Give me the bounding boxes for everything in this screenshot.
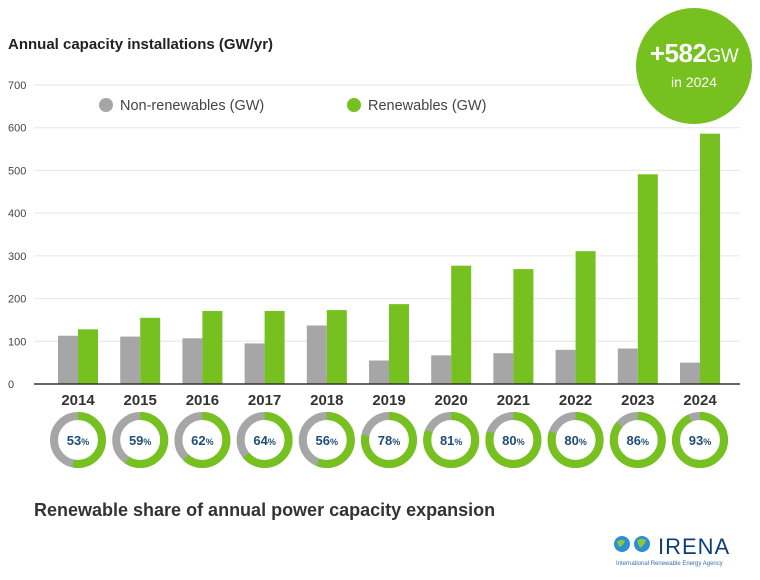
legend-marker <box>99 98 113 112</box>
nonrenewable-bar <box>120 336 141 384</box>
renewable-bar <box>264 310 285 384</box>
share-title: Renewable share of annual power capacity… <box>34 500 496 520</box>
nonrenewable-bar <box>306 325 327 384</box>
renewable-bar <box>140 317 161 384</box>
donut-renewable-arc <box>50 412 106 468</box>
renewable-bar <box>78 329 98 384</box>
legend-label: Renewables (GW) <box>368 98 486 114</box>
irena-logo-text: IRENA <box>658 534 731 559</box>
y-tick-label: 500 <box>8 165 26 177</box>
y-tick-label: 0 <box>8 379 14 391</box>
share-value: 80 <box>502 433 516 448</box>
share-unit: % <box>454 437 462 447</box>
nonrenewable-bar <box>680 362 700 384</box>
share-value: 64 <box>253 433 268 448</box>
x-tick-label: 2023 <box>621 392 654 409</box>
badge-value: +582 <box>649 38 707 68</box>
y-tick-label: 300 <box>8 251 26 263</box>
irena-logo-subtitle: International Renewable Energy Agency <box>616 561 723 567</box>
share-unit: % <box>579 437 587 447</box>
x-tick-label: 2014 <box>61 392 95 409</box>
x-tick-label: 2017 <box>248 392 281 409</box>
donut-share-label: 59% <box>129 433 151 448</box>
y-tick-label: 200 <box>8 294 26 306</box>
donut-renewable-arc <box>423 412 480 468</box>
nonrenewable-bar <box>244 343 265 384</box>
share-unit: % <box>703 437 711 447</box>
badge-unit: GW <box>706 46 739 67</box>
badge-subtitle: in 2024 <box>671 74 717 90</box>
total-2024-badge: +582GW in 2024 <box>636 8 752 124</box>
donut-renewable-arc <box>298 412 355 468</box>
donut-renewable-arc <box>672 412 728 468</box>
share-unit: % <box>641 437 649 447</box>
y-tick-label: 700 <box>8 80 26 92</box>
share-value: 59 <box>129 433 143 448</box>
y-tick-label: 100 <box>8 336 26 348</box>
donut-share-label: 80% <box>564 433 586 448</box>
share-value: 53 <box>67 433 81 448</box>
legend-marker <box>347 98 361 112</box>
donut-renewable-arc <box>361 412 417 468</box>
share-unit: % <box>81 437 89 447</box>
nonrenewable-bar <box>493 353 514 384</box>
legend-label: Non-renewables (GW) <box>120 98 264 114</box>
nonrenewable-bar <box>58 335 78 384</box>
x-tick-label: 2020 <box>435 392 468 409</box>
share-unit: % <box>392 437 400 447</box>
share-value: 56 <box>316 433 330 448</box>
donut-renewable-arc <box>609 412 666 468</box>
chart-title: Annual capacity installations (GW/yr) <box>8 36 274 53</box>
renewable-bar <box>700 133 720 384</box>
renewable-bar <box>575 251 596 384</box>
donut-share-label: 78% <box>378 433 400 448</box>
renewable-bar <box>389 304 409 384</box>
nonrenewable-bar <box>555 349 576 384</box>
share-value: 78 <box>378 433 392 448</box>
share-unit: % <box>330 437 338 447</box>
share-unit: % <box>517 437 525 447</box>
donut-renewable-arc <box>112 412 169 468</box>
y-tick-label: 400 <box>8 208 26 220</box>
donut-share-label: 53% <box>67 433 89 448</box>
x-tick-label: 2016 <box>186 392 219 409</box>
nonrenewable-bar <box>617 348 638 384</box>
donut-share-label: 56% <box>316 433 338 448</box>
renewable-bar <box>202 310 223 384</box>
share-value: 62 <box>191 433 205 448</box>
nonrenewable-bar <box>431 355 452 384</box>
donut-share-label: 86% <box>627 433 649 448</box>
x-tick-label: 2021 <box>497 392 530 409</box>
donut-share-label: 64% <box>253 433 275 448</box>
x-tick-label: 2022 <box>559 392 592 409</box>
donut-share-label: 81% <box>440 433 462 448</box>
x-tick-label: 2019 <box>372 392 405 409</box>
share-value: 81 <box>440 433 454 448</box>
renewable-bar <box>326 310 347 384</box>
donut-share-label: 93% <box>689 433 711 448</box>
donut-renewable-arc <box>547 412 604 468</box>
donut-renewable-arc <box>174 412 231 468</box>
x-tick-label: 2015 <box>124 392 157 409</box>
donut-renewable-arc <box>236 412 293 468</box>
x-tick-label: 2024 <box>683 392 717 409</box>
share-value: 93 <box>689 433 703 448</box>
donut-share-label: 62% <box>191 433 213 448</box>
bar-chart: 0 100 200 300 400 500 600 700 Non-renewables (G… <box>8 80 740 468</box>
renewable-bar <box>451 265 472 384</box>
renewable-bar <box>513 269 534 384</box>
share-unit: % <box>206 437 214 447</box>
nonrenewable-bar <box>182 338 203 384</box>
irena-globe-icon <box>614 536 650 552</box>
renewable-bar <box>637 174 658 384</box>
y-tick-label: 600 <box>8 123 26 135</box>
share-unit: % <box>268 437 276 447</box>
nonrenewable-bar <box>369 360 389 384</box>
donut-renewable-arc <box>485 412 542 468</box>
share-value: 86 <box>627 433 641 448</box>
share-value: 80 <box>564 433 578 448</box>
donut-share-label: 80% <box>502 433 524 448</box>
x-tick-label: 2018 <box>310 392 343 409</box>
share-unit: % <box>143 437 151 447</box>
